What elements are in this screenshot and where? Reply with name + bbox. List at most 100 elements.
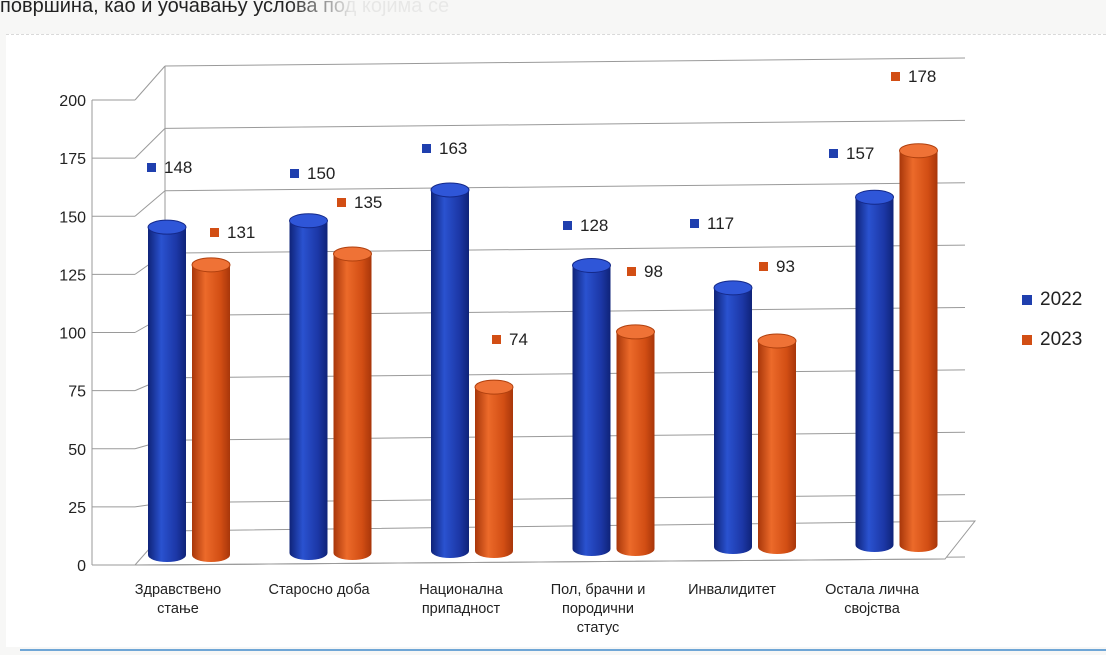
data-label: 135 <box>337 193 382 212</box>
gridline-wall <box>134 190 166 217</box>
bar-base <box>192 548 230 562</box>
x-tick-label: Остала лична својства <box>825 582 920 617</box>
bottom-rule <box>20 649 1106 651</box>
bar-body <box>855 197 894 545</box>
bars <box>147 143 938 562</box>
bar-base <box>714 540 752 554</box>
x-tick-label: Инвалидитет <box>688 582 776 598</box>
data-label-marker <box>147 163 156 172</box>
y-tick-label: 0 <box>77 558 86 575</box>
data-label-value: 117 <box>707 214 734 233</box>
data-label-value: 148 <box>164 158 192 177</box>
gridline <box>164 57 966 67</box>
bar-top <box>899 143 938 159</box>
data-label: 163 <box>422 139 467 158</box>
legend-item: 2023 <box>1022 329 1082 350</box>
y-tick-label: 150 <box>59 209 86 226</box>
legend-swatch <box>1022 335 1032 345</box>
data-label: 93 <box>759 257 795 276</box>
data-label-value: 135 <box>354 193 382 212</box>
bar-body <box>758 341 796 547</box>
bar-2022 <box>147 219 187 562</box>
data-label-value: 150 <box>307 164 335 183</box>
gridline <box>164 494 966 504</box>
data-label-value: 157 <box>846 144 874 163</box>
x-tick-label: Старосно доба <box>268 582 370 598</box>
bar-body <box>572 265 611 549</box>
bar-body <box>333 253 372 553</box>
gridline-wall <box>134 65 166 101</box>
bar-top <box>474 379 514 395</box>
bar-top <box>147 219 187 235</box>
gridline <box>164 119 966 129</box>
gridline <box>164 182 966 192</box>
x-tick-label: Пол, брачни и породични статус <box>551 582 646 636</box>
bar-2023 <box>616 324 655 556</box>
bar-top <box>855 189 894 205</box>
legend-swatch <box>1022 295 1032 305</box>
bar-2023 <box>333 246 372 560</box>
data-label-marker <box>627 267 636 276</box>
bar-top <box>757 333 797 349</box>
data-label: 117 <box>690 214 734 233</box>
bar-2023 <box>757 333 797 554</box>
bar-base <box>333 546 372 560</box>
bar-base <box>475 544 513 558</box>
bar-2023 <box>899 143 938 552</box>
y-tick-label: 125 <box>59 267 86 284</box>
data-label-value: 128 <box>580 216 608 235</box>
bar-base <box>289 546 328 560</box>
bar-body <box>289 220 328 553</box>
data-label-marker <box>563 221 572 230</box>
data-label-marker <box>759 262 768 271</box>
y-tick-label: 100 <box>59 326 86 343</box>
bar-base <box>855 538 894 552</box>
bar-2022 <box>572 257 611 556</box>
header-text: површина, као и уочавању услова под који… <box>0 0 1106 19</box>
bar-body <box>192 264 230 555</box>
bar-2023 <box>474 379 514 558</box>
data-label-value: 98 <box>644 262 663 281</box>
data-labels: 148 131 150 135 163 74 128 98 117 93 157 178 <box>147 67 936 349</box>
bar-base <box>758 540 796 554</box>
bar-body <box>899 150 938 546</box>
y-tick-label: 75 <box>68 384 86 401</box>
gridline <box>164 369 966 379</box>
bar-base <box>616 542 655 556</box>
x-tick-label: Здравствено стање <box>135 582 221 617</box>
gridline-wall <box>134 128 166 159</box>
data-label: 131 <box>210 223 255 242</box>
legend-item: 2022 <box>1022 289 1082 310</box>
bar-top <box>616 324 655 340</box>
data-label-marker <box>210 228 219 237</box>
bar-top <box>713 280 753 296</box>
bar-body <box>475 387 513 551</box>
data-label-marker <box>492 335 501 344</box>
floor-front-edge <box>134 558 946 566</box>
data-label: 74 <box>492 330 528 349</box>
bar-2022 <box>430 182 470 558</box>
data-label-marker <box>690 219 699 228</box>
bar-body <box>431 189 469 551</box>
gridline <box>164 244 966 254</box>
bar-2022 <box>713 280 753 554</box>
data-label: 128 <box>563 216 608 235</box>
data-label-marker <box>829 149 838 158</box>
bar-base <box>572 542 611 556</box>
data-label-value: 93 <box>776 257 795 276</box>
data-label-marker <box>290 169 299 178</box>
x-tick-label: Национална припадност <box>419 582 504 617</box>
data-label-value: 178 <box>908 67 936 86</box>
bar-2023 <box>191 257 231 562</box>
bar-base <box>431 544 469 558</box>
bar-body <box>714 287 752 547</box>
gridline <box>164 431 966 441</box>
bar-top <box>289 213 328 229</box>
data-label: 98 <box>627 262 663 281</box>
data-label: 157 <box>829 144 874 163</box>
data-label-marker <box>891 72 900 81</box>
y-tick-label: 50 <box>68 442 86 459</box>
bar-top <box>333 246 372 262</box>
